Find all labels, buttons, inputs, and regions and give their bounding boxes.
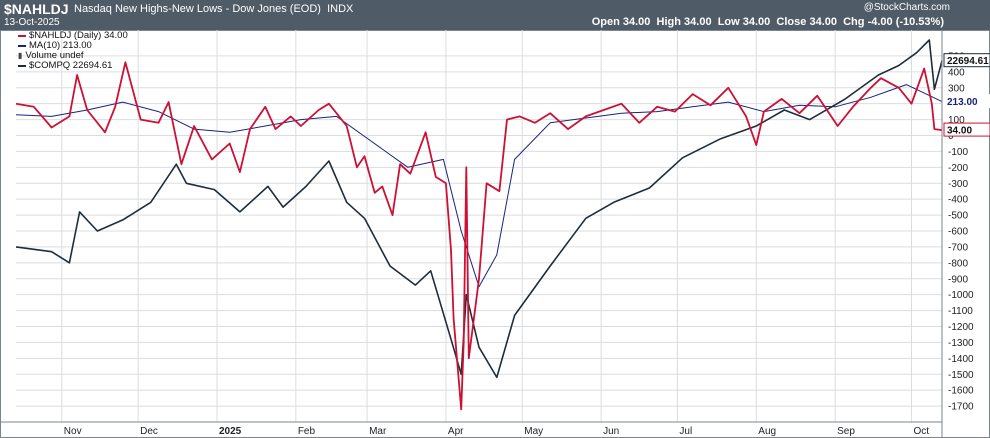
close-value-badge: 34.00 (947, 126, 972, 137)
legend-item-ma: MA(10) 213.00 (18, 41, 128, 51)
y-tick-label: -1700 (948, 402, 974, 413)
chg-label: Chg (843, 16, 865, 28)
x-tick-label: Dec (140, 426, 158, 437)
open-value: 34.00 (622, 16, 651, 28)
open-label: Open (591, 16, 620, 28)
y-tick-label: -100 (948, 147, 968, 158)
y-tick-label: -800 (948, 258, 968, 269)
high-value: 34.00 (684, 16, 712, 28)
legend-label-nahldj: $NAHLDJ (Daily) 34.00 (29, 30, 128, 41)
y-tick-label: 400 (948, 67, 965, 78)
ohlc-readout: Open 34.00 High 34.00 Low 34.00 Close 34… (592, 16, 944, 28)
exchange-text: INDX (327, 3, 354, 15)
symbol-description: Nasdaq New Highs-New Lows - Dow Jones (E… (74, 3, 353, 15)
legend-label-compq: $COMPQ 22694.61 (29, 60, 113, 71)
chart-date: 13-Oct-2025 (4, 17, 60, 28)
series-line-nahldj (15, 61, 943, 411)
x-tick-label: 2025 (219, 426, 242, 437)
y-tick-label: -400 (948, 195, 968, 206)
legend: $NAHLDJ (Daily) 34.00 MA(10) 213.00 ▮ Vo… (18, 31, 128, 71)
y-tick-label: 100 (948, 115, 965, 126)
x-tick-label: Jul (679, 426, 692, 437)
y-tick-label: -1200 (948, 322, 974, 333)
close-value-badge-box (943, 122, 990, 137)
series-line-ma (15, 84, 943, 288)
brand-link[interactable]: @StockCharts.com (863, 2, 950, 13)
x-tick-label: Nov (64, 426, 82, 437)
x-tick-label: Apr (448, 426, 464, 437)
compq-value-badge-box (943, 53, 990, 68)
low-label: Low (717, 16, 740, 28)
ma-value-badge-box (943, 94, 990, 109)
x-tick-label: Sep (837, 426, 855, 437)
price-chart: 5004003002001000-100-200-300-400-500-600… (0, 30, 990, 438)
y-tick-label: -1300 (948, 338, 974, 349)
y-tick-label: -1100 (948, 306, 973, 317)
y-tick-label: -1400 (948, 354, 974, 365)
x-tick-label: Mar (369, 426, 387, 437)
y-tick-label: -200 (948, 163, 968, 174)
chart-header: $NAHLDJ Nasdaq New Highs-New Lows - Dow … (0, 0, 990, 30)
x-tick-label: Feb (298, 426, 316, 437)
legend-label-volume: Volume undef (25, 50, 84, 61)
x-tick-label: Jun (603, 426, 619, 437)
y-tick-label: -500 (948, 211, 968, 222)
legend-item-volume: ▮ Volume undef (18, 51, 128, 61)
symbol-title: $NAHLDJ (4, 1, 69, 17)
y-tick-label: -1000 (948, 290, 974, 301)
y-tick-label: -300 (948, 179, 968, 190)
legend-swatch-compq (18, 65, 26, 67)
y-tick-label: -1600 (948, 386, 974, 397)
ma-value-badge: 213.00 (947, 97, 978, 108)
x-tick-label: May (524, 426, 543, 437)
low-value: 34.00 (742, 16, 771, 28)
legend-swatch-ma (18, 45, 26, 47)
legend-item-nahldj: $NAHLDJ (Daily) 34.00 (18, 31, 128, 41)
y-tick-label: -900 (948, 274, 968, 285)
high-label: High (656, 16, 681, 28)
compq-value-badge: 22694.61 (947, 56, 989, 67)
volume-bars-icon: ▮ (18, 51, 23, 60)
legend-label-ma: MA(10) 213.00 (29, 40, 92, 51)
chg-value: -4.00 (-10.53%) (867, 16, 944, 28)
y-tick-label: -700 (948, 242, 968, 253)
y-tick-label: -600 (948, 227, 968, 238)
close-value: 34.00 (809, 16, 837, 28)
x-tick-label: Oct (913, 426, 929, 437)
legend-swatch-nahldj (18, 35, 26, 37)
description-text: Nasdaq New Highs-New Lows - Dow Jones (E… (74, 3, 321, 15)
x-tick-label: Aug (758, 426, 776, 437)
y-tick-label: -1500 (948, 370, 974, 381)
close-label: Close (776, 16, 807, 28)
y-tick-label: 300 (948, 83, 965, 94)
legend-item-compq: $COMPQ 22694.61 (18, 61, 128, 71)
